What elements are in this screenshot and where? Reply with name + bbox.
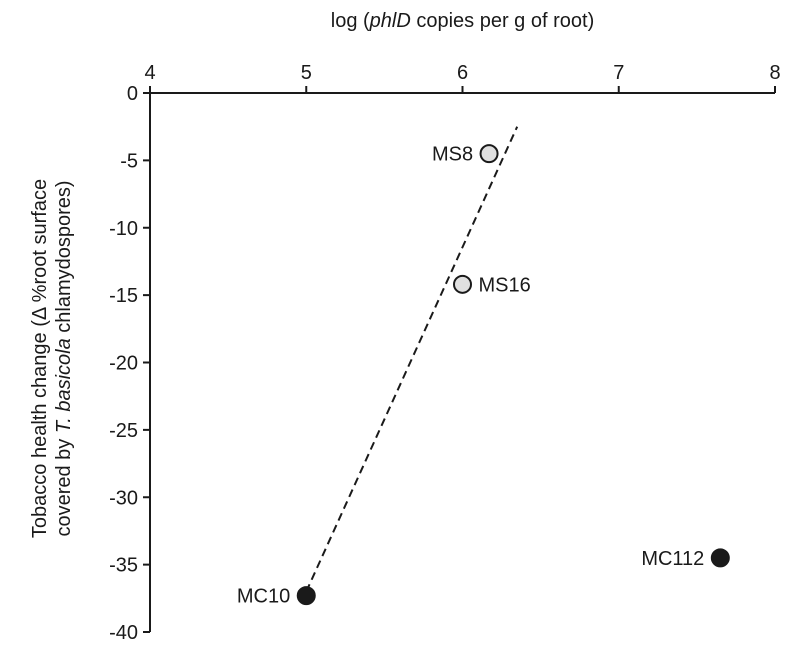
- y-axis: 0 -5 -10 -15 -20 -25 -30 -35 -40 Tobacco health …: [29, 83, 151, 644]
- data-points: MS8 MS16 MC10 MC112: [237, 144, 730, 608]
- y-tick-label: -15: [109, 285, 138, 307]
- y-tick-label: -10: [109, 218, 138, 240]
- data-point-label: MC112: [641, 548, 704, 570]
- y-tick-label: -5: [120, 150, 138, 172]
- data-point-label: MS8: [432, 144, 473, 166]
- x-tick-label: 5: [301, 62, 312, 84]
- data-point: [710, 548, 730, 568]
- trendline: [305, 126, 519, 592]
- x-tick-label: 8: [769, 62, 780, 84]
- x-tick-label: 4: [144, 62, 155, 84]
- y-tick-label: -20: [109, 353, 138, 375]
- data-point-label: MS16: [479, 274, 531, 296]
- x-tick-label: 6: [457, 62, 468, 84]
- x-tick-label: 7: [613, 62, 624, 84]
- data-point: [479, 144, 499, 164]
- y-tick-label: -35: [109, 555, 138, 577]
- y-axis-title-line2: covered by T. basicola chlamydospores): [53, 180, 75, 536]
- x-axis: 4 5 6 7 8 log (phlD copies per g of root): [144, 10, 781, 94]
- y-tick-label: -40: [109, 622, 138, 644]
- y-tick-label: -25: [109, 420, 138, 442]
- x-ticks: 4 5 6 7 8: [144, 62, 781, 93]
- y-ticks: 0 -5 -10 -15 -20 -25 -30 -35 -40: [109, 83, 150, 644]
- y-tick-label: 0: [127, 83, 138, 105]
- y-axis-title: Tobacco health change (Δ %root surface c…: [29, 179, 75, 538]
- y-axis-title-line1: Tobacco health change (Δ %root surface: [29, 179, 51, 538]
- data-point: [453, 274, 472, 294]
- data-point: [296, 586, 316, 606]
- y-tick-label: -30: [109, 487, 138, 509]
- x-axis-title: log (phlD copies per g of root): [331, 10, 594, 32]
- data-point-label: MC10: [237, 586, 290, 608]
